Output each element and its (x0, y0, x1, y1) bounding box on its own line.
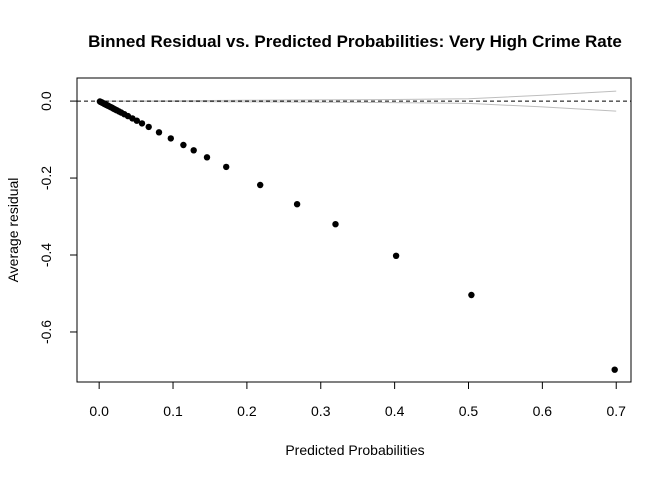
data-point (293, 201, 301, 208)
band-upper-line (99, 90, 617, 102)
data-points (96, 98, 618, 373)
y-axis-label: Average residual (5, 178, 21, 283)
x-tick-label: 0.1 (163, 403, 183, 419)
x-tick-label: 0.3 (311, 403, 331, 419)
data-point (180, 141, 187, 149)
data-point (155, 129, 163, 136)
data-point (332, 221, 339, 228)
data-point (133, 117, 140, 124)
data-point (203, 154, 211, 161)
chart-title: Binned Residual vs. Predicted Probabilit… (88, 32, 622, 51)
x-tick-label: 0.7 (606, 403, 626, 419)
data-point (257, 181, 264, 189)
data-point (138, 120, 146, 127)
band-lower-line (99, 100, 617, 112)
x-tick-label: 0.4 (385, 403, 405, 419)
data-point (145, 123, 152, 131)
x-tick-label: 0.6 (533, 403, 553, 419)
data-point (190, 147, 197, 154)
data-point (167, 135, 174, 142)
data-point (223, 163, 230, 171)
y-tick-label: -0.2 (38, 166, 54, 190)
plot-frame (76, 77, 632, 383)
y-tick-label: -0.4 (38, 243, 54, 267)
y-axis: 0.0 -0.2 -0.4 -0.6 (38, 91, 78, 344)
y-tick-label: 0.0 (38, 91, 54, 111)
x-tick-label: 0.2 (237, 403, 257, 419)
x-axis: 0.0 0.1 0.2 0.3 0.4 0.5 0.6 0.7 (89, 381, 626, 419)
data-point (468, 291, 475, 299)
x-tick-label: 0.5 (459, 403, 479, 419)
x-tick-label: 0.0 (89, 403, 109, 419)
x-axis-label: Predicted Probabilities (285, 442, 424, 458)
data-point (611, 366, 618, 373)
data-point (392, 252, 400, 259)
y-tick-label: -0.6 (38, 320, 54, 344)
